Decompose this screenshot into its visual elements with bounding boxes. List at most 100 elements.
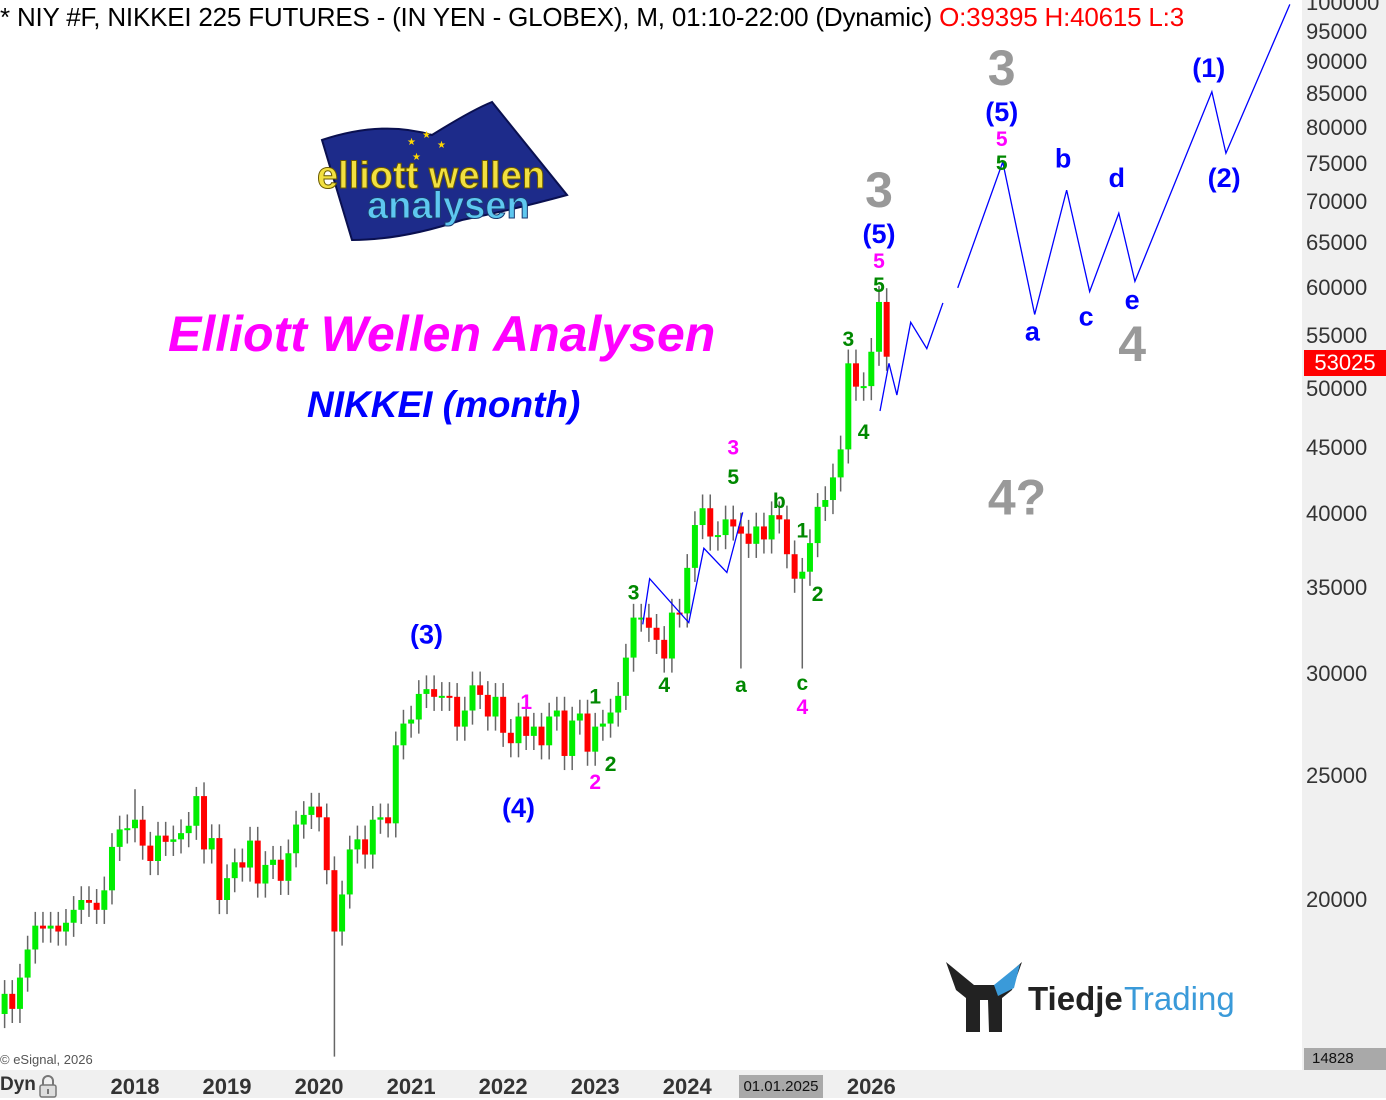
candle bbox=[162, 821, 169, 856]
candle bbox=[584, 699, 591, 766]
time-axis[interactable] bbox=[0, 1070, 1386, 1098]
candle-body bbox=[254, 840, 261, 884]
candle bbox=[446, 682, 453, 711]
candle bbox=[553, 696, 560, 731]
candle-body bbox=[316, 806, 323, 818]
analysis-title: Elliott Wellen Analysen bbox=[168, 306, 716, 362]
candle bbox=[599, 709, 606, 741]
wave-label: 4? bbox=[988, 469, 1046, 525]
candle-body bbox=[806, 543, 813, 572]
candle-body bbox=[515, 716, 522, 744]
wave-label: 5 bbox=[873, 250, 885, 273]
year-tick-label: 2018 bbox=[110, 1074, 160, 1099]
candle-body bbox=[32, 925, 39, 950]
price-tick-label: 20000 bbox=[1306, 887, 1368, 912]
price-tick-label: 35000 bbox=[1306, 575, 1368, 601]
price-tick-label: 25000 bbox=[1306, 762, 1368, 788]
candle bbox=[607, 698, 614, 738]
candle bbox=[806, 529, 813, 586]
wave-label: 5 bbox=[873, 274, 885, 297]
candle bbox=[108, 833, 115, 905]
candle bbox=[1, 980, 8, 1029]
candle bbox=[438, 682, 445, 711]
candle bbox=[783, 505, 790, 569]
candle-body bbox=[231, 862, 238, 879]
candle bbox=[814, 493, 821, 558]
candle-body bbox=[124, 828, 131, 831]
candle-body bbox=[239, 862, 246, 868]
candle-body bbox=[446, 695, 453, 698]
candle bbox=[753, 512, 760, 558]
candle-body bbox=[400, 723, 407, 746]
candle bbox=[454, 683, 461, 741]
price-tick-label: 100000 bbox=[1306, 0, 1380, 16]
candle bbox=[638, 603, 645, 632]
price-tick-label: 50000 bbox=[1306, 376, 1368, 402]
candle bbox=[500, 683, 507, 747]
candle-body bbox=[814, 506, 821, 544]
candle-body bbox=[178, 833, 185, 840]
candle bbox=[224, 864, 231, 915]
candle-body bbox=[523, 716, 530, 736]
candle bbox=[262, 851, 269, 898]
candle-body bbox=[224, 878, 231, 900]
candle bbox=[852, 349, 859, 401]
candle-body bbox=[684, 567, 691, 614]
chart-header: * NIY #F, NIKKEI 225 FUTURES - (IN YEN -… bbox=[0, 2, 1302, 33]
wave-label: (5) bbox=[862, 219, 895, 249]
candle bbox=[9, 980, 16, 1023]
candle-body bbox=[576, 713, 583, 721]
wave-label: 1 bbox=[796, 519, 808, 542]
current-price-label: 53025 bbox=[1304, 350, 1386, 376]
candle-body bbox=[323, 817, 330, 871]
candle-body bbox=[714, 535, 721, 538]
candle bbox=[270, 845, 277, 880]
candle-body bbox=[783, 519, 790, 555]
candle bbox=[139, 805, 146, 860]
candle bbox=[323, 803, 330, 885]
candle bbox=[837, 435, 844, 492]
candle-body bbox=[108, 846, 115, 891]
candle-body bbox=[201, 796, 208, 850]
wave-label: 3 bbox=[628, 581, 640, 604]
candle-body bbox=[852, 363, 859, 387]
candle bbox=[661, 626, 668, 673]
candle-body bbox=[185, 825, 192, 834]
candle-body bbox=[760, 526, 767, 540]
candle bbox=[461, 696, 468, 741]
wave-label: (5) bbox=[985, 97, 1018, 127]
candle bbox=[691, 511, 698, 582]
candle-body bbox=[507, 732, 514, 744]
candle-body bbox=[668, 612, 675, 659]
candle-body bbox=[599, 723, 606, 727]
candle bbox=[116, 815, 123, 862]
candle bbox=[85, 886, 92, 917]
wave-label: 1 bbox=[589, 685, 601, 708]
candle-body bbox=[699, 508, 706, 526]
candle-body bbox=[768, 515, 775, 540]
candle-body bbox=[85, 900, 92, 903]
candle-body bbox=[645, 617, 652, 628]
candle bbox=[132, 789, 138, 843]
year-tick-label: 2020 bbox=[294, 1074, 344, 1099]
candle bbox=[377, 803, 384, 834]
candle-body bbox=[553, 710, 560, 717]
cursor-date-label: 01.01.2025 bbox=[739, 1075, 823, 1098]
candle bbox=[247, 826, 254, 882]
wave-label: 3 bbox=[842, 328, 854, 351]
dynamic-mode-button[interactable]: Dyn bbox=[0, 1074, 36, 1095]
candle bbox=[875, 285, 882, 366]
lock-icon[interactable] bbox=[38, 1074, 58, 1098]
candle-body bbox=[737, 526, 744, 534]
symbol-title: * NIY #F, NIKKEI 225 FUTURES - (IN YEN -… bbox=[0, 2, 933, 32]
wave-projection-line bbox=[642, 512, 744, 625]
price-axis[interactable] bbox=[1302, 0, 1386, 1070]
copyright: © eSignal, 2026 bbox=[0, 1052, 93, 1067]
candle-body bbox=[530, 726, 537, 736]
candle bbox=[592, 712, 599, 766]
candle bbox=[55, 911, 62, 946]
candle bbox=[362, 825, 369, 869]
wave-label: 5 bbox=[996, 152, 1008, 175]
candle bbox=[331, 856, 338, 1057]
